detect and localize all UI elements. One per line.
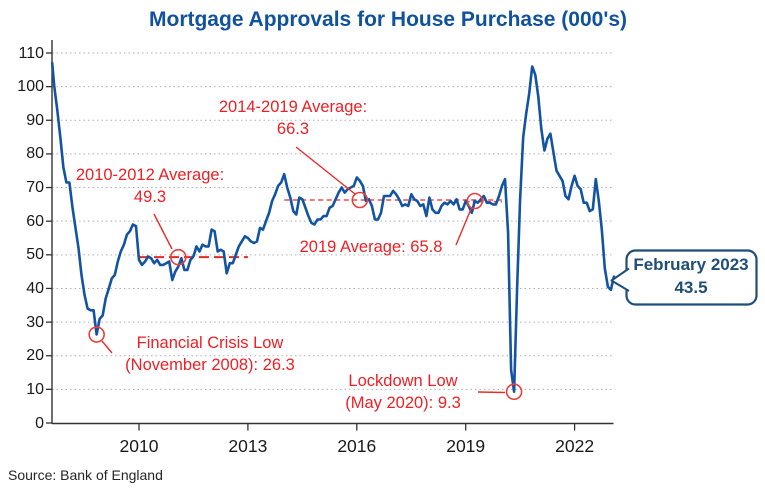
annotation-line: 2010-2012 Average:: [75, 166, 225, 184]
y-axis-label: 80: [26, 145, 44, 163]
marker-circle: [505, 383, 523, 401]
chart-title: Mortgage Approvals for House Purchase (0…: [148, 8, 628, 31]
y-axis-label: 40: [26, 279, 44, 297]
y-axis-label: 0: [35, 414, 44, 432]
source-note: Source: Bank of England: [8, 467, 163, 483]
x-axis-label: 2016: [337, 436, 377, 456]
marker-circle: [351, 191, 369, 209]
annotation-avg-2019: 2019 Average: 65.8: [300, 236, 443, 258]
y-axis-label: 60: [26, 212, 44, 230]
y-axis-label: 110: [18, 44, 44, 62]
annotation-line: (November 2008): 26.3: [125, 356, 295, 374]
y-axis-label: 10: [26, 380, 44, 398]
connector-lockdown-low: [477, 391, 506, 394]
x-axis-label: 2013: [228, 436, 268, 456]
annotation-line: 2014-2019 Average:: [218, 98, 368, 116]
y-axis-label: 30: [26, 313, 44, 331]
marker-circle: [88, 326, 105, 343]
connector-avg-2019: [455, 208, 472, 246]
y-axis-label: 50: [26, 246, 44, 264]
marker-circles: [88, 191, 523, 401]
annotation-connectors: [101, 146, 506, 394]
axes: [46, 40, 614, 431]
annotation-crisis-low: Financial Crisis Low (November 2008): 26…: [125, 332, 295, 376]
connector-avg-2014-2019: [295, 146, 356, 195]
y-axis-label: 100: [17, 78, 44, 96]
callout-date-label: February 2023: [633, 255, 749, 274]
annotation-line: (May 2020): 9.3: [345, 394, 461, 412]
data-line: [50, 61, 616, 394]
marker-circle: [466, 192, 484, 210]
y-axis-label: 20: [26, 347, 44, 365]
x-axis-label: 2010: [119, 436, 159, 456]
marker-circle: [170, 248, 187, 266]
annotation-lockdown-low: Lockdown Low (May 2020): 9.3: [345, 370, 461, 414]
annotation-line: Financial Crisis Low: [136, 334, 284, 352]
connector-avg-2010-2012: [153, 213, 173, 250]
y-axis-label: 70: [26, 179, 44, 197]
connector-crisis-low: [101, 340, 113, 354]
callout-feb-2023: [610, 249, 758, 306]
annotation-avg-2014-2019: 2014-2019 Average: 66.3: [219, 96, 367, 140]
annotation-line: Lockdown Low: [348, 372, 458, 390]
annotation-value: 49.3: [133, 188, 167, 206]
callout-value: 43.5: [674, 278, 708, 297]
annotation-value: 66.3: [276, 120, 310, 138]
annotation-line: 2019 Average: 65.8: [299, 238, 443, 256]
y-axis-label: 90: [26, 111, 44, 129]
callout-pointer: [610, 267, 630, 292]
approvals-line: [50, 61, 616, 394]
x-axis-label: 2019: [446, 436, 486, 456]
annotation-avg-2010-2012: 2010-2012 Average: 49.3: [76, 164, 224, 208]
x-axis-label: 2022: [555, 436, 595, 456]
